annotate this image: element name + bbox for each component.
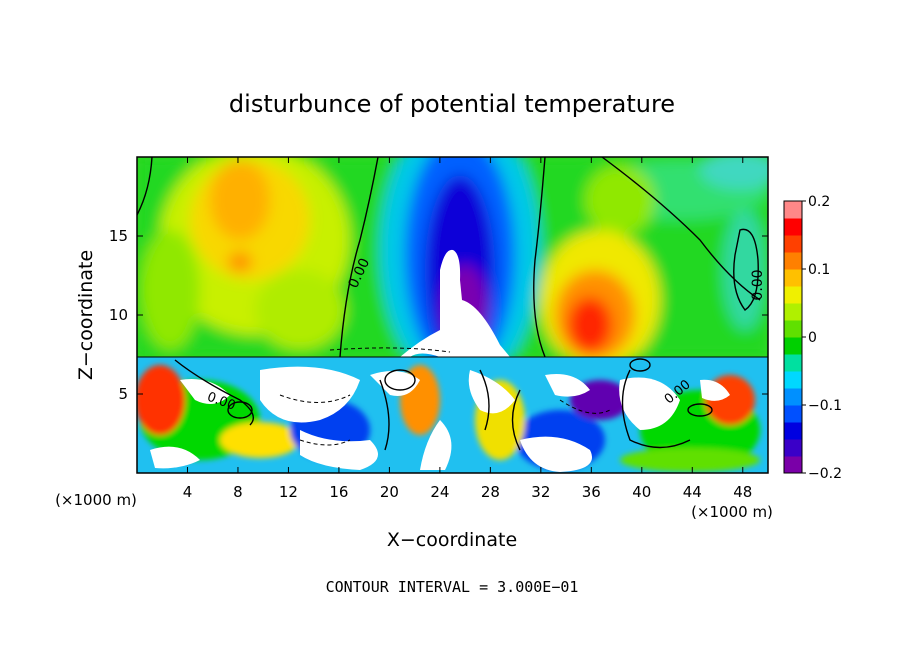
y-axis: 5 10 15 — [109, 227, 768, 403]
white-plume — [400, 249, 510, 357]
y-tick-label: 10 — [109, 306, 128, 324]
x-tick-label: 16 — [329, 483, 348, 501]
colorbar-tick-label: 0 — [808, 330, 817, 346]
y-tick-label: 15 — [109, 227, 128, 245]
dashed-contours — [279, 347, 611, 446]
colorbar-segment — [784, 286, 802, 304]
x-tick-label: 40 — [632, 483, 651, 501]
colorbar-segment — [784, 422, 802, 440]
heatmap-field — [137, 157, 768, 473]
colorbar-segment — [784, 218, 802, 236]
colorbar-segment — [784, 201, 802, 219]
x-tick-label: 44 — [683, 483, 702, 501]
colorbar: 0.2 0.1 0 −0.1 −0.2 — [783, 194, 842, 482]
colorbar-segment — [784, 252, 802, 270]
x-tick-label: 20 — [380, 483, 399, 501]
x-tick-label: 24 — [430, 483, 449, 501]
x-tick-label: 48 — [733, 483, 752, 501]
x-tick-label: 36 — [582, 483, 601, 501]
lower-layer — [137, 357, 768, 473]
x-tick-label: 8 — [233, 483, 243, 501]
colorbar-segment — [784, 439, 802, 457]
colorbar-tick-label: −0.1 — [808, 398, 842, 414]
y-axis-label: Z−coordinate — [75, 250, 97, 380]
x-tick-label: 4 — [183, 483, 193, 501]
colorbar-segment — [784, 371, 802, 389]
y-tick-label: 5 — [118, 385, 128, 403]
colorbar-segment — [784, 354, 802, 372]
x-axis: 4 8 12 16 20 24 28 32 36 40 44 48 — [183, 157, 752, 501]
colorbar-tick-label: 0.1 — [808, 262, 830, 278]
colorbar-segment — [784, 388, 802, 406]
colorbar-segment — [784, 320, 802, 338]
colorbar-segment — [784, 337, 802, 355]
contour-label: 0.00 — [750, 269, 766, 300]
colorbar-segment — [784, 303, 802, 321]
x-unit-right: (×1000 m) — [691, 503, 773, 521]
chart-title: disturbunce of potential temperature — [229, 90, 675, 118]
x-axis-label: X−coordinate — [387, 529, 517, 551]
colorbar-tick-label: 0.2 — [808, 194, 830, 210]
contour-lines — [137, 157, 768, 451]
contour-interval-note: CONTOUR INTERVAL = 3.000E−01 — [326, 578, 579, 596]
colorbar-tick-label: −0.2 — [808, 466, 842, 482]
colorbar-segment — [784, 405, 802, 423]
x-tick-label: 28 — [481, 483, 500, 501]
colorbar-segment — [784, 235, 802, 253]
x-tick-label: 32 — [531, 483, 550, 501]
x-tick-label: 12 — [279, 483, 298, 501]
x-unit-left: (×1000 m) — [55, 491, 137, 509]
colorbar-segment — [784, 456, 802, 474]
colorbar-segment — [784, 269, 802, 287]
